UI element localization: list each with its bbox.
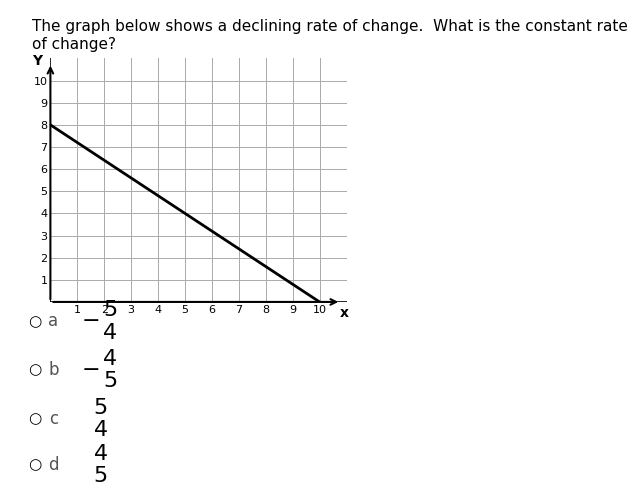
Text: 4: 4 [94,444,108,464]
Text: 4: 4 [103,322,117,343]
Text: b: b [49,361,59,379]
Text: −: − [82,311,101,332]
Text: 5: 5 [94,397,108,418]
Text: x: x [340,306,348,320]
Text: ○: ○ [28,314,42,329]
Text: a: a [49,313,59,330]
Text: 5: 5 [94,466,108,487]
Text: ○: ○ [28,458,42,472]
Text: 5: 5 [103,371,117,392]
Text: Y: Y [32,54,42,68]
Text: −: − [82,360,101,380]
Text: 4: 4 [103,349,117,369]
Text: The graph below shows a declining rate of change.  What is the constant rate of : The graph below shows a declining rate o… [32,19,627,52]
Text: c: c [49,410,58,428]
Text: 4: 4 [94,420,108,440]
Text: ○: ○ [28,363,42,377]
Text: 5: 5 [103,300,117,320]
Text: ○: ○ [28,412,42,426]
Text: d: d [49,456,59,474]
